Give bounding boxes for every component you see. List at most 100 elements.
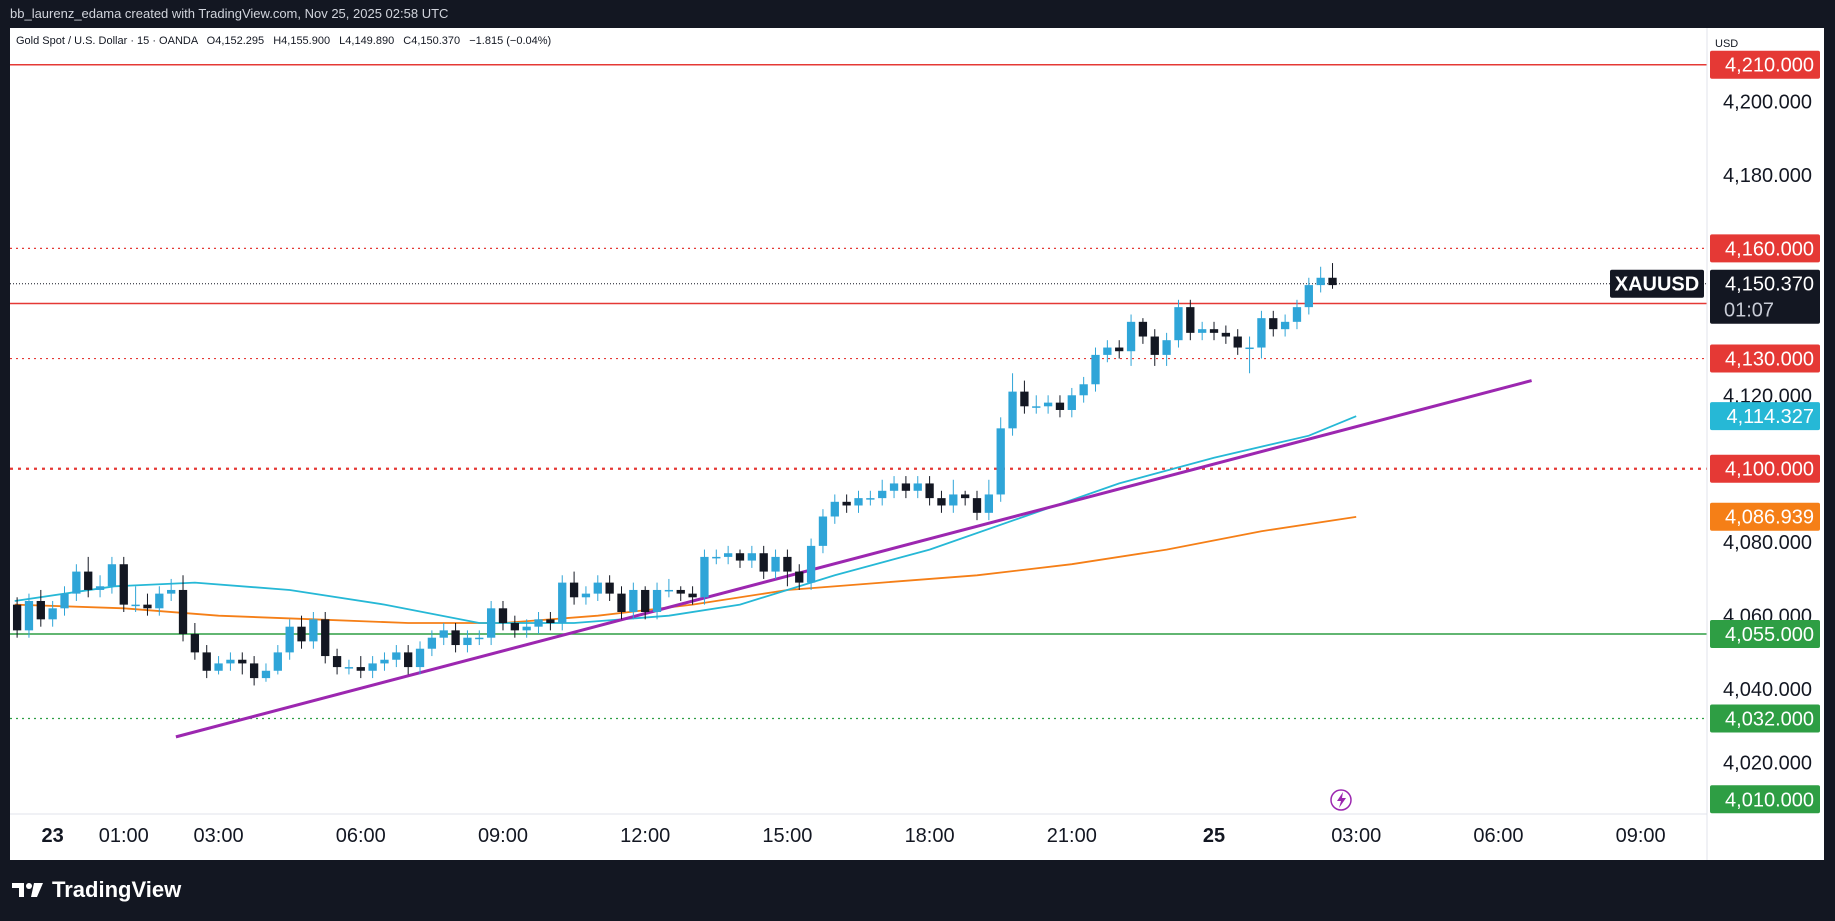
candle-body bbox=[996, 428, 1005, 495]
legend-close: C4,150.370 bbox=[403, 35, 460, 47]
candle-body bbox=[1221, 332, 1231, 337]
candle-body bbox=[522, 626, 531, 631]
candle-body bbox=[901, 483, 911, 491]
candle-body bbox=[534, 619, 543, 627]
candle-body bbox=[178, 589, 188, 635]
level-badge-bg bbox=[1710, 785, 1820, 814]
candle-body bbox=[344, 667, 354, 669]
price-tick-label: 4,080.000 bbox=[1723, 532, 1812, 554]
candle-body bbox=[1198, 329, 1207, 333]
time-tick-label: 18:00 bbox=[905, 825, 955, 847]
time-tick-label: 25 bbox=[1203, 825, 1225, 847]
candle-body bbox=[202, 652, 211, 671]
candle-body bbox=[1162, 340, 1171, 355]
candle-body bbox=[95, 586, 105, 590]
candle-body bbox=[427, 637, 437, 649]
candle-body bbox=[321, 619, 330, 657]
candle-body bbox=[1328, 277, 1337, 286]
ohlc-legend: Gold Spot / U.S. Dollar · 15 · OANDA O4,… bbox=[16, 35, 551, 47]
time-tick-label: 09:00 bbox=[478, 825, 528, 847]
legend-symbol: Gold Spot / U.S. Dollar · 15 · OANDA bbox=[16, 35, 199, 47]
candle-body bbox=[1126, 321, 1136, 352]
candle-body bbox=[723, 553, 733, 557]
candle-body bbox=[795, 571, 804, 583]
candle-body bbox=[24, 600, 34, 631]
candle-body bbox=[1091, 354, 1100, 385]
candle-body bbox=[1150, 336, 1159, 355]
candle-body bbox=[652, 589, 662, 612]
candle-body bbox=[439, 630, 448, 638]
candle-body bbox=[961, 494, 970, 499]
candle-body bbox=[688, 593, 697, 598]
candle-body bbox=[866, 498, 875, 500]
candle-body bbox=[546, 619, 555, 624]
candle-body bbox=[605, 582, 614, 594]
candle-body bbox=[759, 553, 768, 572]
candle-body bbox=[937, 498, 946, 506]
level-badge-text: 4,210.000 bbox=[1725, 55, 1814, 77]
candle-body bbox=[558, 582, 567, 624]
candle-body bbox=[238, 659, 247, 664]
candle-body bbox=[1292, 307, 1302, 322]
legend-low: L4,149.890 bbox=[339, 35, 394, 47]
candle-body bbox=[1138, 321, 1148, 337]
candle-body bbox=[486, 608, 496, 638]
candle-body bbox=[380, 659, 389, 664]
candle-body bbox=[972, 498, 982, 513]
legend-open: O4,152.295 bbox=[207, 35, 265, 47]
candle-body bbox=[1174, 307, 1183, 341]
candle-body bbox=[806, 545, 816, 583]
time-tick-label: 06:00 bbox=[1473, 825, 1523, 847]
trendline[interactable] bbox=[175, 379, 1532, 739]
candle-body bbox=[60, 593, 69, 609]
candle-body bbox=[676, 589, 685, 594]
time-tick-label: 21:00 bbox=[1047, 825, 1097, 847]
candle-body bbox=[368, 663, 377, 671]
candle-body bbox=[629, 589, 638, 612]
candle-body bbox=[735, 553, 745, 561]
time-axis[interactable]: 23 01:00 03:00 06:00 09:00 12:00 15:00 18:00 21:… bbox=[10, 813, 1707, 847]
level-badge-bg bbox=[1710, 704, 1820, 733]
candle-body bbox=[1020, 391, 1029, 407]
candle-body bbox=[190, 634, 200, 653]
candle-body bbox=[226, 659, 235, 664]
level-badge-text: 4,100.000 bbox=[1725, 459, 1814, 481]
candle-body bbox=[1280, 321, 1290, 330]
price-tick-label: 4,180.000 bbox=[1723, 165, 1812, 187]
candle-body bbox=[700, 556, 709, 598]
candle-body bbox=[404, 652, 413, 668]
level-badge-bg bbox=[1710, 454, 1820, 483]
last-price-badge-bg bbox=[1710, 269, 1820, 324]
chart-frame[interactable]: USD 4,200.000 4,180.000 4,120.000 4,080.000… bbox=[10, 28, 1824, 860]
candle-body bbox=[1316, 277, 1325, 286]
candle-body bbox=[747, 553, 756, 561]
candle-body bbox=[984, 494, 994, 513]
candle-body bbox=[913, 483, 922, 491]
time-tick-label: 15:00 bbox=[762, 825, 812, 847]
attribution-bar: bb_laurenz_edama created with TradingVie… bbox=[0, 0, 1835, 28]
level-badge-bg bbox=[1710, 234, 1820, 263]
time-tick-label: 03:00 bbox=[194, 825, 244, 847]
candle-body bbox=[48, 608, 57, 620]
candle-body bbox=[1079, 384, 1088, 396]
tradingview-logo[interactable]: TradingView bbox=[12, 877, 181, 903]
candle-body bbox=[261, 670, 271, 679]
legend-high: H4,155.900 bbox=[273, 35, 330, 47]
price-axis[interactable]: USD 4,200.000 4,180.000 4,120.000 4,080.000… bbox=[1610, 28, 1820, 860]
candle-body bbox=[854, 498, 863, 506]
candle-body bbox=[1245, 347, 1254, 350]
candle-body bbox=[818, 516, 828, 546]
candle-body bbox=[273, 652, 282, 671]
candle-body bbox=[72, 571, 81, 594]
candle-body bbox=[155, 593, 164, 609]
candle-body bbox=[771, 556, 780, 572]
indicator-badge-text: 4,086.939 bbox=[1725, 507, 1814, 529]
candle-body bbox=[842, 501, 851, 506]
candle-body bbox=[332, 656, 342, 668]
candle-body bbox=[249, 663, 259, 679]
lightning-icon[interactable] bbox=[1330, 789, 1352, 811]
symbol-badge-text: XAUUSD bbox=[1615, 274, 1699, 296]
candle-body bbox=[1186, 307, 1195, 333]
time-tick-label: 01:00 bbox=[99, 825, 149, 847]
price-chart[interactable]: USD 4,200.000 4,180.000 4,120.000 4,080.000… bbox=[10, 28, 1824, 860]
